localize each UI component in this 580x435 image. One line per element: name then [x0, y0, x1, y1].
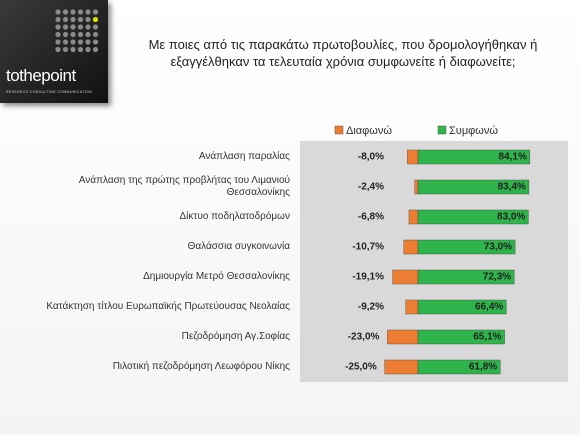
- category-label: Πιλοτική πεζοδρόμηση Λεωφόρου Νίκης: [112, 361, 290, 372]
- bar: [417, 209, 529, 225]
- logo-dot: [62, 31, 69, 38]
- logo-dot: [70, 24, 76, 30]
- logo-dot: [70, 16, 76, 23]
- logo-dot: [77, 16, 84, 23]
- value-label: 72,3%: [483, 272, 511, 283]
- category-label: Θαλάσσια συγκοινωνία: [187, 241, 290, 252]
- logo-dot: [85, 9, 91, 15]
- value-label: -25,0%: [345, 362, 377, 373]
- bar: [417, 269, 515, 285]
- category-label: Ανάπλαση παραλίας: [198, 151, 290, 162]
- plot-panel: [300, 141, 568, 382]
- bar: [417, 329, 505, 345]
- value-label: -2,4%: [358, 182, 384, 193]
- logo-dot: [70, 46, 76, 53]
- logo-dot: [92, 39, 99, 45]
- legend-swatch: [334, 125, 344, 135]
- bar: [408, 209, 419, 225]
- category-label: Ανάπλαση της πρώτης προβλήτας του Λιμανι…: [78, 175, 290, 198]
- logo-dot: [55, 31, 61, 38]
- value-label: -19,1%: [352, 272, 384, 283]
- value-label: -6,8%: [358, 212, 384, 223]
- chart-title: Με ποιες από τις παρακάτω πρωτοβουλίες, …: [148, 37, 538, 69]
- bar: [384, 359, 419, 375]
- category-label: Πεζοδρόμηση Αγ.Σοφίας: [181, 331, 290, 342]
- bar: [417, 179, 530, 195]
- bar: [417, 149, 531, 165]
- logo-dot: [85, 31, 91, 38]
- category-label: Δημιουργία Μετρό Θεσσαλονίκης: [143, 271, 290, 282]
- logo-name: tothepoint: [6, 66, 76, 85]
- legend-label: Διαφωνώ: [346, 125, 392, 137]
- value-label: 83,0%: [497, 212, 525, 223]
- logo-dot: [92, 31, 99, 38]
- logo-dot: [77, 39, 84, 45]
- logo-tagline: RESEARCH CONSULTING COMMUNICATION: [6, 90, 93, 94]
- logo-dot: [85, 46, 91, 53]
- logo-dot: [85, 39, 91, 45]
- logo-dot: [77, 46, 84, 53]
- category-label: Δίκτυο ποδηλατοδρόμων: [179, 211, 291, 222]
- logo-dot: [62, 46, 69, 53]
- value-label: 61,8%: [469, 362, 497, 373]
- bar: [403, 239, 419, 255]
- value-label: 73,0%: [484, 242, 512, 253]
- bar: [392, 269, 419, 285]
- value-label: 65,1%: [473, 332, 501, 343]
- logo-dot: [77, 24, 84, 30]
- bar: [417, 359, 501, 375]
- logo-dots: [55, 9, 99, 53]
- value-label: 66,4%: [475, 302, 503, 313]
- logo-dot: [55, 24, 61, 30]
- category-label: Κατάκτηση τίτλου Ευρωπαϊκής Πρωτεύουσας …: [46, 301, 290, 312]
- logo-dot: [92, 24, 99, 30]
- logo-dot: [92, 16, 99, 23]
- logo-dot: [70, 39, 76, 45]
- bar: [387, 329, 419, 345]
- bar: [417, 299, 507, 315]
- logo-dot: [55, 16, 61, 23]
- logo-dot: [55, 39, 61, 45]
- logo-dot: [62, 16, 69, 23]
- legend-swatch: [437, 125, 447, 135]
- logo-dot: [77, 9, 84, 15]
- logo-dot: [92, 9, 99, 15]
- bar: [414, 179, 419, 195]
- logo-dot: [85, 24, 91, 30]
- logo: tothepoint RESEARCH CONSULTING COMMUNICA…: [0, 0, 108, 103]
- value-label: -10,7%: [352, 242, 384, 253]
- value-label: -9,2%: [358, 302, 384, 313]
- value-label: 84,1%: [498, 152, 526, 163]
- value-label: 83,4%: [498, 182, 526, 193]
- logo-dot: [92, 46, 99, 53]
- bar: [407, 149, 419, 165]
- logo-dot: [62, 9, 69, 15]
- logo-dot: [77, 31, 84, 38]
- logo-dot: [55, 9, 61, 15]
- logo-dot: [62, 39, 69, 45]
- bar: [405, 299, 419, 315]
- logo-dot: [55, 46, 61, 53]
- logo-dot: [62, 24, 69, 30]
- value-label: -8,0%: [358, 152, 384, 163]
- logo-dot: [70, 9, 76, 15]
- logo-dot: [70, 31, 76, 38]
- logo-dot: [85, 16, 91, 23]
- legend-label: Συμφωνώ: [449, 125, 498, 137]
- value-label: -23,0%: [348, 332, 380, 343]
- bar: [417, 239, 516, 255]
